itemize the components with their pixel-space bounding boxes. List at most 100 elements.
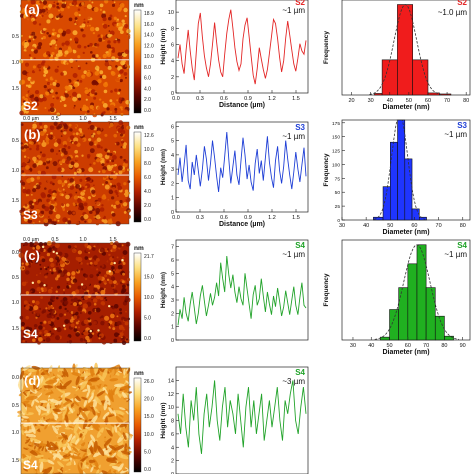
afm-grain xyxy=(56,15,59,18)
afm-grain xyxy=(70,303,73,306)
afm-grain xyxy=(73,195,79,200)
afm-grain xyxy=(86,25,89,27)
afm-grain xyxy=(83,295,89,301)
afm-grain xyxy=(115,269,120,274)
afm-grain xyxy=(36,144,40,148)
afm-grain xyxy=(49,308,55,315)
afm-grain xyxy=(100,146,103,149)
afm-grain xyxy=(124,14,127,18)
afm-grain xyxy=(62,370,66,378)
afm-grain xyxy=(41,368,46,372)
afm-grain xyxy=(73,400,80,407)
afm-grain xyxy=(46,240,52,246)
afm-grain xyxy=(117,133,120,136)
afm-grain xyxy=(110,24,113,28)
afm-grain xyxy=(117,370,123,374)
afm-grain xyxy=(124,321,129,326)
afm-grain xyxy=(114,163,117,167)
afm-grain xyxy=(25,433,37,438)
afm-grain xyxy=(23,447,28,450)
afm-grain xyxy=(21,181,26,186)
afm-grain xyxy=(104,148,108,152)
profile-y-tick-label: 4 xyxy=(171,153,174,159)
afm-grain xyxy=(116,72,119,76)
afm-grain xyxy=(122,202,128,207)
colorbar-tick: 6.0 xyxy=(144,175,151,181)
afm-grain xyxy=(20,123,24,126)
afm-grain xyxy=(119,199,123,204)
afm-grain xyxy=(72,211,76,215)
afm-grain xyxy=(58,49,63,54)
afm-grain xyxy=(45,391,53,396)
afm-grain xyxy=(118,6,122,11)
profile-scale-label: ~1 µm xyxy=(282,132,305,141)
afm-grain xyxy=(59,81,62,84)
colorbar-tick: 12.6 xyxy=(144,133,154,139)
afm-grain xyxy=(56,5,60,9)
afm-grain xyxy=(48,34,52,38)
afm-grain xyxy=(114,270,117,273)
afm-grain xyxy=(66,450,72,457)
hist-gaussian-fit xyxy=(369,4,442,95)
afm-grain xyxy=(61,193,64,197)
afm-grain xyxy=(85,62,88,65)
afm-grain xyxy=(48,88,52,92)
afm-grain xyxy=(25,331,31,336)
afm-grain xyxy=(68,123,72,127)
afm-grain xyxy=(25,185,30,190)
afm-grain xyxy=(75,132,79,136)
afm-grain xyxy=(117,373,124,379)
afm-grain xyxy=(125,366,131,372)
afm-grain xyxy=(104,297,106,300)
afm-grain xyxy=(34,101,40,107)
afm-grain xyxy=(83,145,86,148)
profile-x-tick-label: 1.5 xyxy=(292,215,300,221)
afm-grain xyxy=(73,104,76,107)
afm-grain xyxy=(37,336,43,342)
afm-grain xyxy=(95,469,100,474)
afm-grain xyxy=(62,123,68,128)
afm-grain xyxy=(100,289,106,295)
afm-grain xyxy=(84,277,88,281)
hist-bar xyxy=(411,208,420,221)
afm-grain xyxy=(106,52,112,58)
afm-grain xyxy=(82,197,87,202)
afm-grain xyxy=(109,159,112,162)
afm-grain xyxy=(92,298,98,303)
afm-grain xyxy=(68,339,73,344)
afm-grain xyxy=(83,214,89,220)
afm-grain xyxy=(30,97,35,102)
afm-bright-spot xyxy=(97,329,100,332)
afm-grain xyxy=(95,221,100,226)
profile-scale-label: ~1 µm xyxy=(282,250,305,259)
afm-grain xyxy=(31,203,35,206)
afm-grain xyxy=(56,112,61,117)
afm-grain xyxy=(127,317,130,321)
afm-grain xyxy=(39,440,43,447)
colorbar-tick: 10.0 xyxy=(144,432,154,438)
afm-grain xyxy=(27,257,30,259)
afm-grain xyxy=(92,162,96,165)
afm-grain xyxy=(123,397,130,400)
afm-grain xyxy=(43,69,49,75)
colorbar-tick: 15.0 xyxy=(144,275,154,281)
afm-grain xyxy=(59,260,64,265)
hist-bar xyxy=(412,59,429,96)
hist-x-tick-label: 70 xyxy=(444,98,450,104)
afm-grain xyxy=(119,332,124,337)
afm-grain xyxy=(85,145,91,150)
afm-grain xyxy=(42,0,48,5)
afm-grain xyxy=(67,67,73,73)
afm-grain xyxy=(20,321,25,327)
afm-grain xyxy=(87,205,93,211)
afm-grain xyxy=(97,445,105,456)
afm-grain xyxy=(89,124,95,130)
afm-grain xyxy=(104,133,108,137)
afm-grain xyxy=(27,84,31,88)
afm-grain xyxy=(35,11,39,15)
afm-grain xyxy=(55,266,60,271)
afm-grain xyxy=(61,3,67,9)
afm-grain xyxy=(49,125,54,130)
afm-grain xyxy=(45,307,48,310)
afm-grain xyxy=(56,374,63,380)
